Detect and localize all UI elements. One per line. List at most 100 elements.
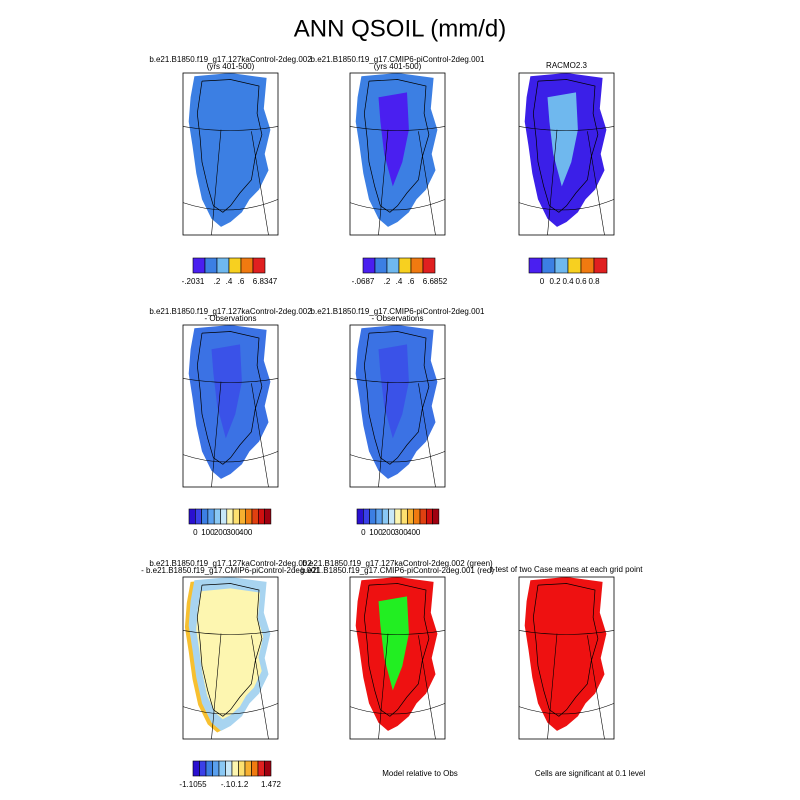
colorbar-box [225,760,233,777]
colorbar-label: .2 [214,277,221,286]
colorbar-label: .4 [396,277,403,286]
colorbar-label: 0.6 [575,277,587,286]
graticule [349,378,446,488]
panel-title: b.e21.B1850.f19_g17.127kaControl-2deg.00… [149,307,312,316]
colorbar-box [381,508,389,525]
panel-title: RACMO2.3 [546,61,587,70]
colorbar-box [413,508,421,525]
panel-title: (yrs 401-500) [207,62,255,71]
colorbar-box [226,508,234,525]
map-field [524,577,607,731]
colorbar-box [394,508,402,525]
map-panel [349,72,446,236]
colorbar-label: .2 [242,780,249,789]
colorbar-box [218,760,226,777]
colorbar-box [195,508,202,525]
coastline [532,79,599,213]
map-panel [349,576,446,740]
colorbar-label: -.1 [221,780,231,789]
map-field [211,344,242,439]
colorbar-label: .6 [238,277,245,286]
colorbar-label: .4 [226,277,233,286]
colorbar-box [251,760,259,777]
colorbar-label: 0 [540,277,545,286]
colorbar-box [240,257,254,274]
colorbar-label: 100 [201,528,215,537]
colorbar-box [432,508,440,525]
colorbar-label: .2 [384,277,391,286]
colorbar-box [207,508,215,525]
colorbar-box [231,760,239,777]
panel-title: b.e21.B1850.f19_g17.CMIP6-piControl-2deg… [301,566,494,575]
colorbar-label: 6.6852 [423,277,448,286]
colorbar-box [232,508,240,525]
panel-title: (yrs 401-500) [374,62,422,71]
colorbar: -.0687 .2 .4 .6 6.6852 [352,257,448,286]
colorbar-label: 200 [382,528,396,537]
map-field [378,92,409,187]
colorbar-box [398,257,412,274]
colorbar-box [567,257,582,274]
colorbar-label: 200 [214,528,228,537]
coastline [363,583,430,717]
panel-title: t-test of two Case means at each grid po… [490,565,643,574]
colorbar-box [238,760,246,777]
colorbar-box [410,257,424,274]
graticule [182,630,279,740]
map-frame [182,576,279,740]
colorbar-box [228,257,242,274]
map-frame [349,576,446,740]
map-field [188,73,271,227]
colorbar-label: 400 [239,528,253,537]
graticule [182,126,279,236]
note: Cells are significant at 0.1 level [535,769,646,778]
panel-title: - b.e21.B1850.f19_g17.CMIP6-piControl-2d… [141,566,320,575]
map-panel [349,324,446,488]
coastline [363,331,430,465]
colorbar-box [204,257,218,274]
panel-title: b.e21.B1850.f19_g17.127kaControl-2deg.00… [149,55,312,64]
graticule [182,378,279,488]
colorbar-label: 300 [226,528,240,537]
colorbar-label: -.0687 [352,277,375,286]
colorbar-label: 0.4 [562,277,574,286]
colorbar-box [422,257,436,274]
colorbar-label: 0 [193,528,198,537]
map-field [378,596,409,691]
panel-title: b.e21.B1850.f19_g17.CMIP6-piControl-2deg… [311,307,485,316]
colorbar-box [362,508,370,525]
map-frame [349,72,446,236]
colorbar-box [244,760,252,777]
colorbar-box [213,508,221,525]
colorbar-box [386,257,400,274]
panel-title: - Observations [204,314,256,323]
map-frame [518,576,615,740]
colorbar-box [205,760,213,777]
colorbar-box [400,508,408,525]
note: Model relative to Obs [382,769,458,778]
colorbar: 0 0.2 0.4 0.6 0.8 [528,257,608,286]
colorbar-label: 400 [407,528,421,537]
map-field [378,344,409,439]
colorbar-box [192,760,200,777]
colorbar-box [216,257,230,274]
colorbar-box [541,257,556,274]
colorbar: 0 100 200 300 400 [188,508,272,537]
colorbar-label: 0.2 [549,277,561,286]
panel-title: b.e21.B1850.f19_g17.127kaControl-2deg.00… [149,559,312,568]
colorbar-label: -1.1055 [179,780,207,789]
colorbar-box [220,508,228,525]
map-panel [182,72,279,236]
colorbar-label: .1 [235,780,242,789]
colorbar-box [425,508,433,525]
colorbar-box [212,760,220,777]
colorbar-box [580,257,595,274]
panel-title: b.e21.B1850.f19_g17.CMIP6-piControl-2deg… [311,55,485,64]
map-frame [182,72,279,236]
colorbar-box [252,257,266,274]
colorbar-box [407,508,414,525]
graticule [518,126,615,236]
map-panel [518,72,615,236]
figure-title: ANN QSOIL (mm/d) [294,15,506,42]
